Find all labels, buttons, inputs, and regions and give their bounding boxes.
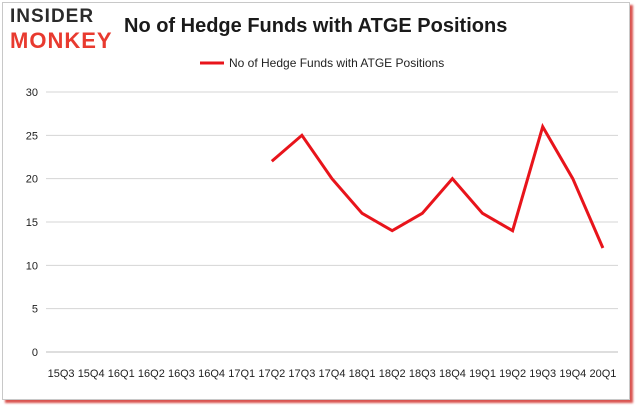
gridlines bbox=[46, 91, 618, 353]
series-lines bbox=[270, 122, 605, 249]
x-tick-label: 15Q3 bbox=[48, 368, 75, 380]
x-tick-label: 17Q4 bbox=[319, 368, 346, 380]
logo-line-2: MONKEY bbox=[10, 28, 113, 53]
x-tick-label: 19Q4 bbox=[559, 368, 586, 380]
x-tick-label: 16Q1 bbox=[108, 368, 135, 380]
x-tick-label: 18Q2 bbox=[379, 368, 406, 380]
x-tick-label: 20Q1 bbox=[589, 368, 616, 380]
x-tick-label: 18Q1 bbox=[349, 368, 376, 380]
series-line-0 bbox=[270, 122, 605, 249]
x-tick-label: 17Q2 bbox=[258, 368, 285, 380]
x-tick-label: 15Q4 bbox=[78, 368, 105, 380]
x-tick-label: 17Q1 bbox=[228, 368, 255, 380]
x-tick-label: 16Q3 bbox=[168, 368, 195, 380]
x-tick-label: 17Q3 bbox=[288, 368, 315, 380]
x-axis-ticks: 15Q3 15Q4 16Q1 16Q2 16Q3 16Q4 17Q1 17Q2 17Q3 17Q4… bbox=[48, 368, 617, 380]
y-tick-label: 5 bbox=[32, 304, 38, 316]
x-tick-label: 16Q4 bbox=[198, 368, 225, 380]
legend: No of Hedge Funds with ATGE Positions bbox=[200, 56, 444, 70]
y-axis-ticks: 0 5 10 15 20 25 30 bbox=[26, 87, 38, 359]
y-tick-label: 25 bbox=[26, 130, 38, 142]
x-tick-label: 16Q2 bbox=[138, 368, 165, 380]
insider-monkey-logo: INSIDER MONKEY bbox=[10, 6, 118, 54]
y-tick-label: 15 bbox=[26, 217, 38, 229]
x-tick-label: 19Q3 bbox=[529, 368, 556, 380]
logo-line-1: INSIDER bbox=[10, 6, 95, 27]
chart-title: No of Hedge Funds with ATGE Positions bbox=[124, 15, 508, 37]
y-tick-label: 0 bbox=[32, 347, 38, 359]
x-tick-label: 18Q3 bbox=[409, 368, 436, 380]
legend-label: No of Hedge Funds with ATGE Positions bbox=[229, 56, 444, 70]
y-tick-label: 20 bbox=[26, 174, 38, 186]
y-tick-label: 10 bbox=[26, 260, 38, 272]
x-tick-label: 19Q2 bbox=[499, 368, 526, 380]
x-tick-label: 18Q4 bbox=[439, 368, 466, 380]
x-tick-label: 19Q1 bbox=[469, 368, 496, 380]
y-tick-label: 30 bbox=[26, 87, 38, 99]
chart-frame bbox=[2, 2, 630, 400]
